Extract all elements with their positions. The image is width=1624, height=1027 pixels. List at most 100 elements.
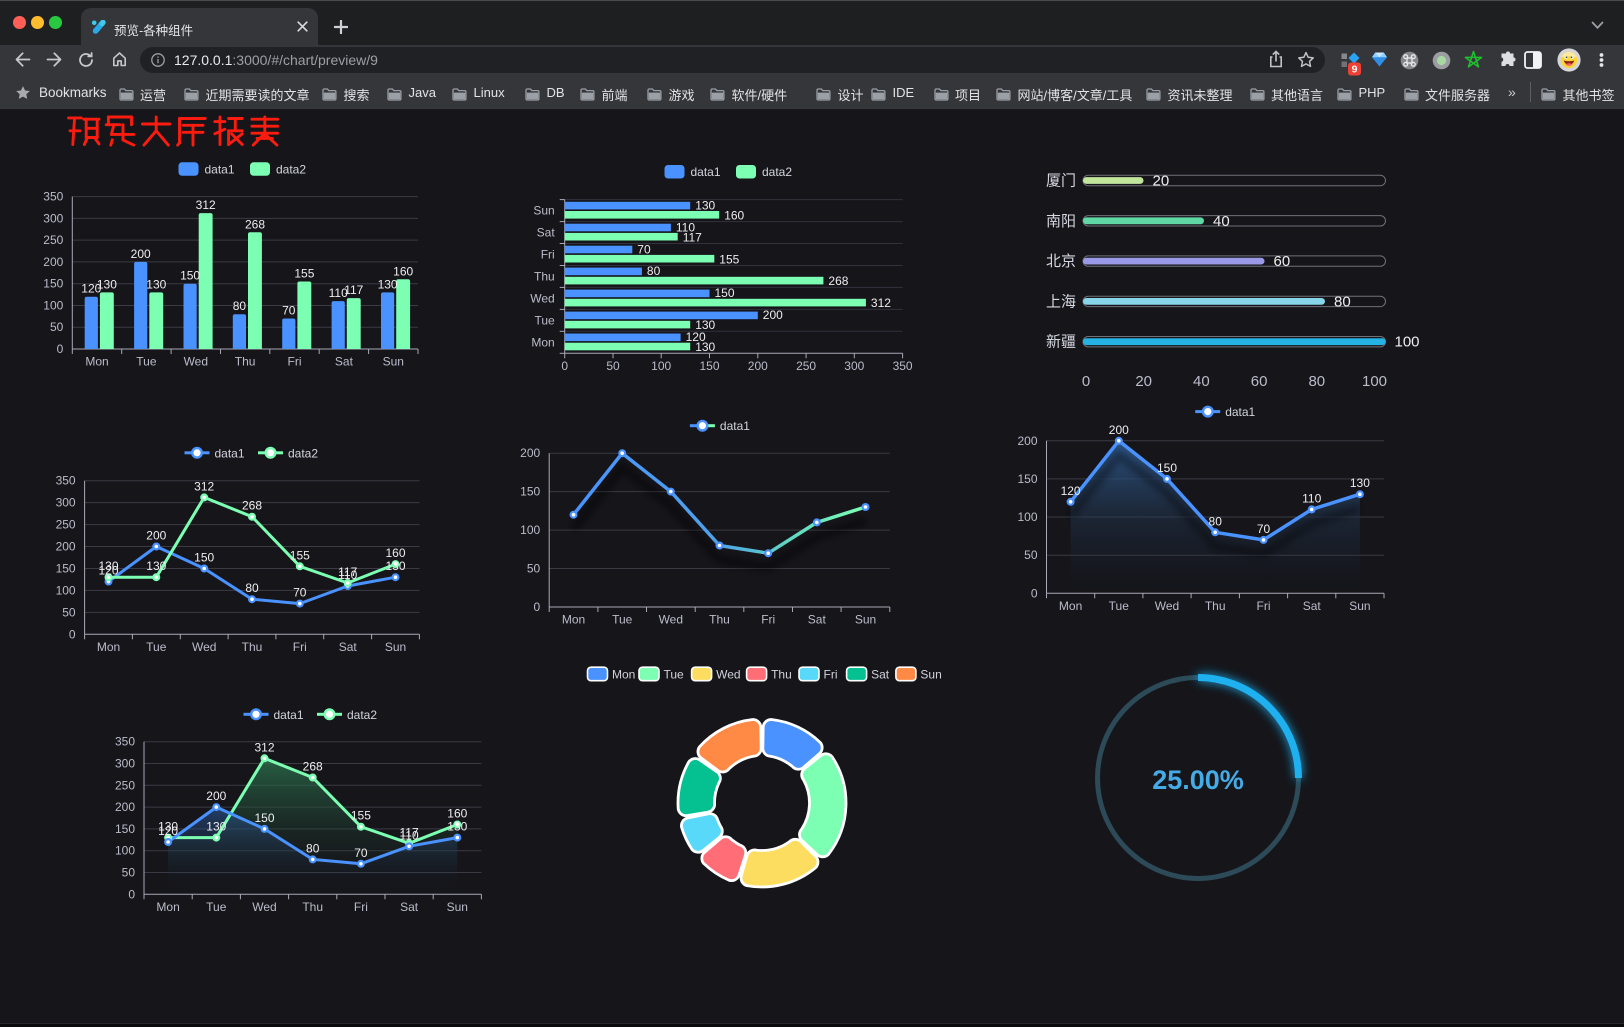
svg-text:160: 160 [393, 264, 413, 278]
svg-text:300: 300 [56, 496, 76, 510]
svg-text:新疆: 新疆 [1046, 334, 1076, 351]
svg-text:50: 50 [50, 320, 64, 334]
svg-text:Sun: Sun [1349, 599, 1370, 613]
svg-text:120: 120 [98, 564, 118, 578]
svg-text:Tue: Tue [136, 355, 157, 369]
svg-text:厦门: 厦门 [1046, 173, 1076, 190]
svg-text:117: 117 [338, 565, 357, 579]
svg-text:150: 150 [115, 822, 135, 836]
svg-text:200: 200 [748, 359, 768, 373]
svg-text:130: 130 [1350, 476, 1370, 490]
svg-text:Thu: Thu [534, 269, 555, 283]
svg-text:268: 268 [245, 217, 265, 231]
svg-text:150: 150 [699, 359, 719, 373]
svg-text:110: 110 [338, 568, 357, 582]
svg-text:300: 300 [844, 359, 864, 373]
svg-text:data2: data2 [288, 446, 318, 460]
svg-text:150: 150 [1157, 461, 1177, 475]
svg-text:Fri: Fri [293, 640, 307, 654]
svg-text:20: 20 [1153, 173, 1170, 190]
svg-text:Thu: Thu [709, 613, 730, 627]
svg-text:上海: 上海 [1046, 293, 1076, 310]
svg-text:70: 70 [354, 846, 368, 860]
svg-text:Sat: Sat [339, 640, 358, 654]
svg-text:Sat: Sat [335, 355, 354, 369]
svg-text:Mon: Mon [85, 355, 108, 369]
svg-text:Mon: Mon [156, 900, 179, 914]
svg-text:Wed: Wed [192, 640, 216, 654]
svg-text:Fri: Fri [354, 900, 368, 914]
svg-text:Fri: Fri [541, 248, 555, 262]
svg-text:130: 130 [146, 559, 166, 573]
svg-text:120: 120 [158, 824, 178, 838]
svg-text:Wed: Wed [1155, 599, 1179, 613]
svg-text:Mon: Mon [1059, 599, 1082, 613]
svg-text:155: 155 [290, 548, 310, 562]
svg-text:data1: data1 [215, 446, 245, 460]
svg-text:117: 117 [683, 230, 702, 244]
svg-text:南阳: 南阳 [1046, 213, 1076, 230]
svg-text:350: 350 [43, 190, 63, 204]
svg-text:Thu: Thu [235, 355, 256, 369]
svg-text:Sun: Sun [855, 613, 876, 627]
svg-text:100: 100 [56, 583, 76, 597]
svg-text:100: 100 [43, 299, 63, 313]
svg-text:300: 300 [115, 757, 135, 771]
svg-text:80: 80 [1308, 373, 1325, 390]
svg-text:130: 130 [158, 820, 178, 834]
svg-text:100: 100 [115, 844, 135, 858]
svg-text:100: 100 [651, 359, 671, 373]
svg-text:155: 155 [719, 252, 739, 266]
svg-text:200: 200 [131, 247, 151, 261]
svg-text:60: 60 [1274, 253, 1291, 270]
svg-text:80: 80 [245, 581, 259, 595]
svg-text:200: 200 [520, 446, 540, 460]
svg-text:60: 60 [1251, 373, 1268, 390]
svg-text:Tue: Tue [664, 668, 685, 682]
svg-text:110: 110 [329, 286, 348, 300]
svg-text:Fri: Fri [288, 355, 302, 369]
svg-text:Wed: Wed [252, 900, 276, 914]
svg-text:250: 250 [56, 518, 76, 532]
svg-text:25.00%: 25.00% [1152, 765, 1244, 795]
svg-text:160: 160 [724, 208, 744, 222]
svg-text:Sat: Sat [1303, 599, 1322, 613]
svg-text:0: 0 [69, 627, 76, 641]
svg-text:Wed: Wed [659, 613, 683, 627]
svg-text:155: 155 [351, 809, 371, 823]
svg-text:70: 70 [1257, 522, 1271, 536]
svg-text:70: 70 [637, 242, 651, 256]
svg-text:200: 200 [43, 255, 63, 269]
svg-text:150: 150 [254, 811, 274, 825]
svg-text:40: 40 [1193, 373, 1210, 390]
svg-text:Mon: Mon [97, 640, 120, 654]
svg-text:312: 312 [871, 296, 891, 310]
svg-text:Sat: Sat [537, 226, 556, 240]
svg-text:150: 150 [1017, 472, 1037, 486]
svg-text:data1: data1 [691, 165, 721, 179]
svg-text:Sat: Sat [808, 613, 827, 627]
svg-text:Fri: Fri [761, 613, 775, 627]
svg-text:120: 120 [81, 282, 101, 296]
svg-text:110: 110 [1302, 491, 1321, 505]
svg-text:350: 350 [115, 735, 135, 749]
svg-text:160: 160 [447, 807, 467, 821]
svg-text:Sun: Sun [920, 668, 941, 682]
svg-text:312: 312 [254, 740, 274, 754]
svg-text:150: 150 [180, 269, 200, 283]
svg-text:80: 80 [1334, 293, 1351, 310]
svg-text:data2: data2 [276, 163, 306, 177]
svg-text:155: 155 [294, 267, 314, 281]
svg-text:200: 200 [1109, 423, 1129, 437]
svg-text:Sun: Sun [533, 204, 554, 218]
svg-text:200: 200 [56, 540, 76, 554]
svg-text:data1: data1 [720, 419, 750, 433]
svg-text:268: 268 [828, 274, 848, 288]
svg-text:Tue: Tue [146, 640, 167, 654]
svg-text:50: 50 [62, 605, 76, 619]
svg-text:40: 40 [1213, 213, 1230, 230]
svg-text:Sun: Sun [385, 640, 406, 654]
svg-text:130: 130 [695, 340, 715, 354]
svg-text:Tue: Tue [534, 313, 555, 327]
svg-text:Sun: Sun [383, 355, 404, 369]
